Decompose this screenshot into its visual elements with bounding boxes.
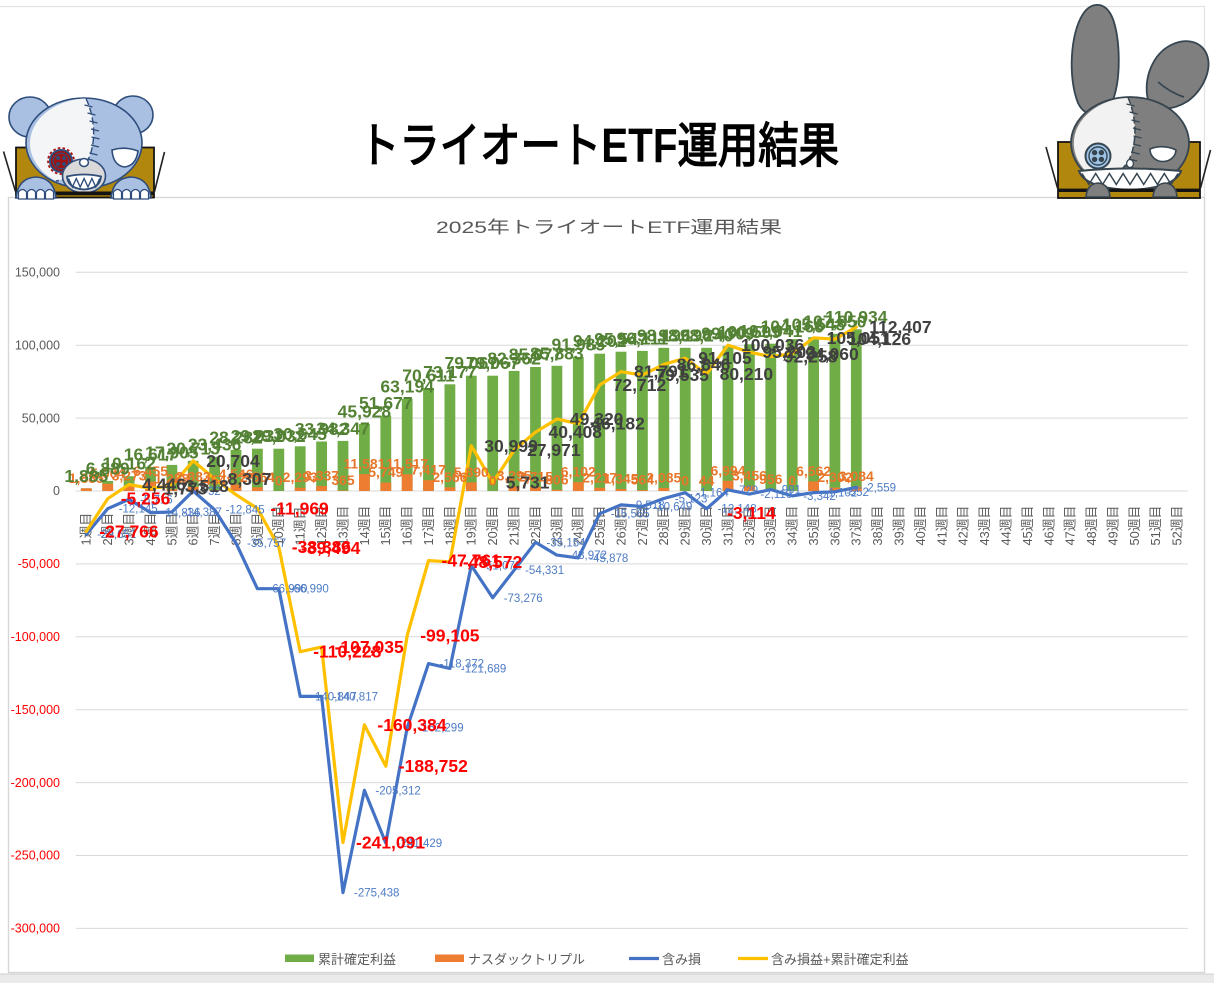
svg-text:17週目: 17週目 <box>421 506 436 546</box>
svg-text:-275,438: -275,438 <box>354 888 399 900</box>
svg-text:43週目: 43週目 <box>977 506 992 546</box>
svg-text:46週目: 46週目 <box>1041 506 1056 546</box>
svg-text:35週目: 35週目 <box>806 506 821 546</box>
svg-text:-66,990: -66,990 <box>290 584 329 596</box>
svg-text:-35,154: -35,154 <box>547 537 587 549</box>
svg-text:150,000: 150,000 <box>15 266 60 280</box>
svg-text:-54,331: -54,331 <box>525 565 564 577</box>
svg-text:-205,312: -205,312 <box>375 785 420 797</box>
svg-text:-1,164: -1,164 <box>696 488 729 500</box>
svg-text:3,518: 3,518 <box>185 476 229 496</box>
svg-text:30週目: 30週目 <box>699 506 714 546</box>
svg-text:-39,494: -39,494 <box>301 538 361 558</box>
svg-text:2,559: 2,559 <box>867 482 896 494</box>
svg-text:-188,752: -188,752 <box>399 756 468 776</box>
svg-text:5,890: 5,890 <box>454 464 489 480</box>
svg-text:112,407: 112,407 <box>869 317 931 337</box>
svg-text:-241,091: -241,091 <box>356 833 425 853</box>
svg-text:36週目: 36週目 <box>827 506 842 546</box>
svg-text:-45,878: -45,878 <box>589 553 628 565</box>
svg-text:20,704: 20,704 <box>206 451 260 471</box>
svg-text:2,085: 2,085 <box>646 470 681 486</box>
svg-text:45週目: 45週目 <box>1020 506 1035 546</box>
svg-text:50週目: 50週目 <box>1127 506 1142 546</box>
svg-text:80,210: 80,210 <box>720 364 774 384</box>
svg-text:51週目: 51週目 <box>1148 506 1163 546</box>
svg-text:-48,572: -48,572 <box>463 552 523 572</box>
svg-text:42週目: 42週目 <box>956 506 971 546</box>
svg-text:49週目: 49週目 <box>1105 506 1120 546</box>
svg-text:50,000: 50,000 <box>22 411 60 425</box>
svg-text:累計確定利益: 累計確定利益 <box>318 952 396 967</box>
svg-text:-200,000: -200,000 <box>11 776 60 790</box>
svg-text:47週目: 47週目 <box>1063 506 1078 546</box>
svg-text:-12,845: -12,845 <box>226 505 265 517</box>
svg-text:991: 991 <box>782 485 801 497</box>
svg-text:52週目: 52週目 <box>1170 506 1185 546</box>
svg-text:5,731: 5,731 <box>506 473 550 493</box>
svg-text:-99,105: -99,105 <box>420 626 480 646</box>
svg-text:-50,000: -50,000 <box>18 557 60 571</box>
svg-text:トライオートETF運用結果: トライオートETF運用結果 <box>359 120 839 173</box>
svg-text:20週目: 20週目 <box>485 506 500 546</box>
svg-text:-100,000: -100,000 <box>11 630 60 644</box>
svg-text:365: 365 <box>331 472 355 488</box>
svg-text:含み損: 含み損 <box>662 952 701 967</box>
svg-text:100,000: 100,000 <box>15 338 60 352</box>
svg-text:-150,000: -150,000 <box>11 703 60 717</box>
svg-text:27,971: 27,971 <box>527 440 581 460</box>
svg-text:含み損益+累計確定利益: 含み損益+累計確定利益 <box>771 952 909 967</box>
svg-text:21週目: 21週目 <box>507 506 522 546</box>
svg-text:44週目: 44週目 <box>999 506 1014 546</box>
svg-text:-552: -552 <box>846 487 869 499</box>
svg-text:-27,766: -27,766 <box>99 522 159 542</box>
svg-text:37週目: 37週目 <box>849 506 864 546</box>
svg-text:34週目: 34週目 <box>785 506 800 546</box>
svg-text:956: 956 <box>759 471 783 487</box>
svg-text:-35,757: -35,757 <box>247 538 286 550</box>
svg-text:-121,689: -121,689 <box>461 663 506 675</box>
svg-text:-73,276: -73,276 <box>504 593 543 605</box>
svg-text:0: 0 <box>53 484 60 498</box>
svg-text:8,307: 8,307 <box>228 469 272 489</box>
svg-text:-300,000: -300,000 <box>11 922 60 936</box>
svg-text:-250,000: -250,000 <box>11 849 60 863</box>
svg-text:46,182: 46,182 <box>591 414 645 434</box>
svg-text:729: 729 <box>739 485 758 497</box>
svg-text:2025年トライオートETF運用結果: 2025年トライオートETF運用結果 <box>436 218 782 237</box>
svg-text:39週目: 39週目 <box>892 506 907 546</box>
svg-text:ナスダックトリプル: ナスダックトリプル <box>468 952 585 967</box>
svg-text:-3,114: -3,114 <box>727 503 776 523</box>
svg-text:22週目: 22週目 <box>528 506 543 546</box>
svg-text:-160,384: -160,384 <box>377 715 446 735</box>
svg-text:38週目: 38週目 <box>870 506 885 546</box>
svg-text:40週目: 40週目 <box>913 506 928 546</box>
svg-text:15週目: 15週目 <box>378 506 393 546</box>
svg-text:48週目: 48週目 <box>1084 506 1099 546</box>
svg-text:-14,387: -14,387 <box>183 507 222 519</box>
svg-text:-107,035: -107,035 <box>335 637 404 657</box>
svg-text:41週目: 41週目 <box>934 506 949 546</box>
svg-text:0: 0 <box>681 473 689 489</box>
svg-text:-11,969: -11,969 <box>270 499 329 519</box>
svg-text:-140,817: -140,817 <box>333 691 378 703</box>
svg-text:16週目: 16週目 <box>400 506 415 546</box>
svg-text:19週目: 19週目 <box>464 506 479 546</box>
